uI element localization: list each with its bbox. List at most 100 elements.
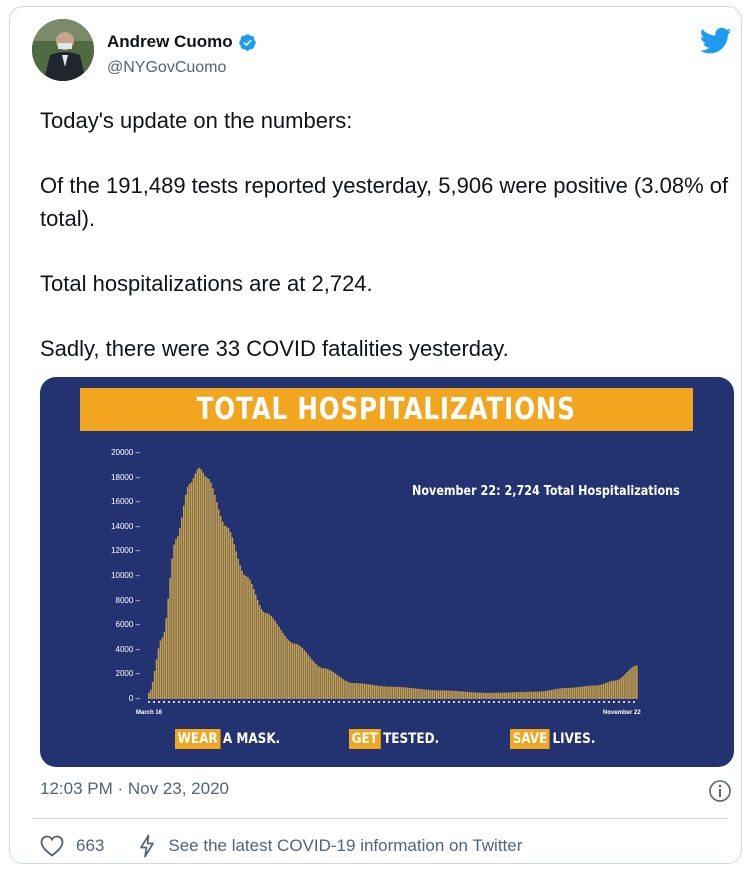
chart-bar: [216, 502, 218, 699]
chart-bar: [630, 668, 632, 699]
chart-bar: [200, 469, 203, 699]
chart-bar: [262, 611, 265, 699]
chart-bar: [556, 688, 558, 699]
chart-bar: [626, 672, 628, 699]
chart-bar: [470, 692, 473, 699]
chart-bar: [272, 618, 274, 699]
chart-bar: [239, 565, 241, 699]
avatar[interactable]: [32, 19, 94, 81]
chart-bar: [534, 691, 537, 699]
chart-bar: [544, 690, 547, 699]
y-tick-label: 20000 –: [111, 448, 140, 457]
chart-bar: [431, 690, 434, 699]
chart-bar: [408, 687, 411, 699]
chart-bar: [194, 473, 197, 699]
chart-bar: [533, 691, 535, 699]
chart-bar: [175, 539, 177, 699]
chart-bar: [249, 579, 251, 699]
chart-bar: [348, 682, 350, 699]
chart-bar: [601, 684, 603, 699]
chart-bar: [606, 682, 609, 699]
tweet-timestamp[interactable]: 12:03 PM · Nov 23, 2020: [40, 779, 230, 798]
chart-bar: [389, 686, 391, 699]
chart-bar: [231, 537, 234, 699]
chart-bar: [278, 626, 280, 699]
chart-bar: [466, 691, 469, 699]
chart-bar: [426, 689, 428, 699]
chart-bar: [346, 681, 348, 699]
chart-bar: [328, 669, 331, 699]
chart-bar: [424, 689, 426, 699]
chart-bar: [356, 683, 358, 699]
chart-bar: [579, 686, 582, 699]
display-name-text[interactable]: Andrew Cuomo: [107, 32, 233, 51]
chart-bar: [618, 679, 621, 699]
chart-bar: [260, 609, 263, 699]
twitter-bird-icon[interactable]: [700, 27, 732, 55]
chart-bar: [410, 688, 413, 699]
chart-bar: [445, 690, 448, 699]
chart-bar: [381, 686, 383, 699]
chart-bar: [161, 637, 164, 699]
chart-bar: [212, 488, 214, 699]
chart-bar: [414, 688, 416, 699]
chart-bar: [367, 684, 370, 699]
tweet-media-image[interactable]: TOTAL HOSPITALIZATIONS November 22: 2,72…: [40, 377, 734, 767]
hospitalizations-chart: [148, 467, 638, 703]
chart-bar: [616, 680, 619, 699]
tweet-paragraph: Sadly, there were 33 COVID fatalities ye…: [40, 336, 509, 361]
chart-bar: [562, 688, 564, 699]
chart-bar: [463, 691, 465, 699]
chart-bar: [165, 617, 168, 699]
like-button[interactable]: 663: [40, 835, 104, 857]
info-icon[interactable]: [708, 779, 732, 803]
chart-bar: [377, 685, 379, 699]
slogan-highlight: WEAR: [175, 729, 221, 749]
chart-bar: [159, 640, 162, 699]
chart-bar: [219, 516, 222, 699]
tweet-body: Today's update on the numbers: Of the 19…: [40, 104, 730, 397]
chart-bar: [610, 681, 613, 699]
chart-bar: [527, 691, 529, 699]
chart-bar: [177, 536, 179, 699]
chart-bar: [155, 659, 158, 699]
chart-bar: [264, 612, 267, 699]
chart-bar: [441, 690, 444, 699]
chart-bar: [571, 687, 574, 699]
chart-bar: [243, 574, 245, 699]
chart-bar: [280, 629, 282, 699]
chart-bar: [375, 685, 378, 699]
chart-bar: [603, 683, 605, 699]
chart-bar: [253, 588, 255, 699]
chart-bar: [276, 623, 278, 699]
chart-bar: [439, 690, 442, 699]
chart-bar: [433, 690, 436, 699]
display-name[interactable]: Andrew Cuomo: [107, 32, 257, 52]
chart-bar: [313, 661, 315, 699]
chart-bar: [398, 686, 401, 699]
chart-bar: [163, 632, 166, 699]
y-tick-label: 18000 –: [111, 472, 140, 482]
chart-bar: [581, 686, 584, 699]
chart-bar: [305, 652, 308, 699]
verified-badge-icon: [238, 33, 256, 51]
y-tick-label: 14000 –: [111, 521, 140, 531]
chart-bar: [404, 687, 407, 699]
chart-bar: [293, 643, 296, 699]
chart-bar: [284, 635, 286, 699]
chart-bar: [326, 668, 329, 699]
chart-banner: TOTAL HOSPITALIZATIONS: [80, 388, 693, 431]
chart-bar: [169, 577, 171, 699]
chart-bar: [196, 469, 199, 699]
chart-bar: [457, 691, 459, 699]
y-tick-label: 2000 –: [115, 669, 140, 679]
chart-bar: [428, 689, 430, 699]
chart-bar: [546, 690, 549, 699]
chart-bar: [151, 681, 154, 699]
chart-bar: [447, 690, 449, 699]
user-handle[interactable]: @NYGovCuomo: [107, 59, 227, 76]
chart-bar: [332, 672, 335, 699]
covid-info-link[interactable]: See the latest COVID-19 information on T…: [138, 834, 522, 858]
chart-bar: [214, 494, 216, 699]
chart-bar: [402, 687, 405, 699]
